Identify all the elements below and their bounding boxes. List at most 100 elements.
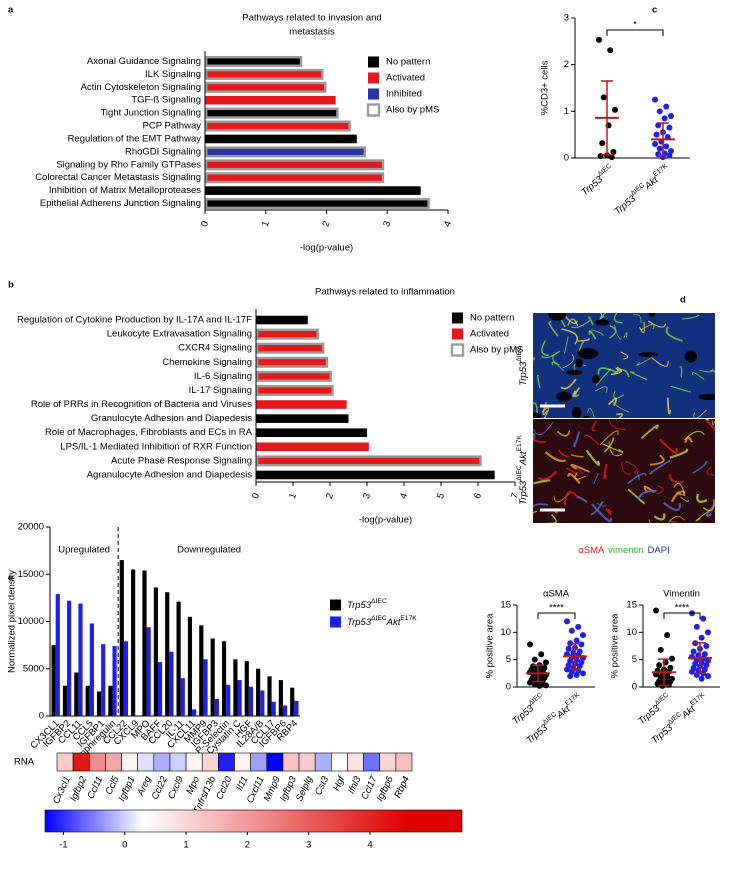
tissue-fiber: [597, 367, 619, 375]
data-point: [531, 681, 538, 688]
legend-swatch: [330, 616, 341, 628]
tissue-fiber: [684, 430, 705, 441]
tissue-fiber: [637, 489, 657, 500]
data-point: [656, 108, 663, 115]
y-tick-label: 0: [632, 682, 637, 693]
label-part: ΔIEC: [371, 598, 387, 605]
bar: [256, 428, 367, 438]
tissue-fiber: [585, 449, 601, 466]
data-point: [599, 140, 606, 147]
y-axis-label: % positive area: [485, 613, 496, 679]
lumen: [556, 391, 572, 402]
lumen: [698, 393, 715, 401]
tissue-fiber: [636, 354, 656, 366]
row-label: RNA: [14, 757, 35, 768]
x-tick-label: 4: [398, 492, 410, 501]
legend-label: Also by pMS: [386, 105, 439, 116]
bar: [267, 676, 272, 716]
bar: [205, 95, 336, 105]
gene-label: Igfbp6: [375, 774, 396, 803]
data-point: [567, 673, 574, 680]
bar: [205, 186, 421, 195]
x-tick-label: 1: [260, 220, 272, 229]
data-point: [666, 124, 673, 131]
heatmap-cell: [314, 752, 332, 772]
tissue-fiber: [571, 319, 591, 329]
y-tick-label: 20000: [18, 522, 44, 533]
tissue-fiber: [533, 421, 554, 436]
tissue-fiber: [621, 461, 632, 476]
category-label: Role of Macrophages, Fibroblasts and ECs…: [45, 427, 253, 438]
tissue-fiber: [591, 329, 604, 337]
tissue-fiber: [705, 502, 715, 517]
data-point: [610, 148, 617, 155]
chart-title: Pathways related to invasion and: [242, 13, 381, 24]
data-point: [573, 637, 580, 644]
category-label: RhoGDI Signaling: [125, 146, 201, 157]
tissue-fiber: [556, 430, 571, 437]
tissue-fiber: [573, 431, 581, 448]
x-tick-label: 1: [287, 492, 299, 501]
tissue-fiber: [552, 351, 560, 366]
tissue-fiber: [560, 378, 577, 390]
significance-label: *: [633, 20, 637, 31]
x-tick-label: 2: [324, 492, 336, 501]
y-tick-label: 0: [564, 153, 569, 164]
bar: [256, 442, 369, 452]
tissue-fiber: [586, 408, 595, 418]
tissue-fiber: [537, 470, 558, 481]
tissue-fiber: [651, 357, 669, 367]
tissue-fiber: [603, 437, 615, 453]
data-point: [668, 113, 674, 119]
x-tick-label: 0: [199, 220, 211, 229]
chart-title: Vimentin: [663, 589, 700, 600]
panel-letter: c: [652, 5, 657, 16]
bar: [205, 134, 357, 144]
tissue-fiber: [608, 441, 623, 457]
bar: [256, 356, 329, 368]
tissue-fiber: [668, 515, 685, 523]
annotation: Upregulated: [58, 545, 110, 556]
bar: [256, 455, 482, 467]
category-label: Regulation of the EMT Pathway: [68, 133, 202, 144]
bar: [192, 709, 197, 716]
tissue-fiber: [610, 366, 623, 376]
heatmap-cell: [153, 752, 171, 772]
tissue-fiber: [608, 420, 626, 430]
tissue-fiber: [584, 434, 600, 446]
tissue-fiber: [632, 313, 642, 323]
stain-legend: αSMA vimentin DAPI: [578, 545, 669, 556]
tissue-fiber: [650, 454, 665, 466]
bar: [233, 659, 238, 716]
label-part: ΔIEC: [371, 615, 387, 622]
y-tick-label: 3: [564, 13, 569, 24]
y-tick-label: 10000: [18, 616, 44, 627]
tissue-fiber: [699, 368, 714, 373]
bar: [256, 668, 261, 716]
lumen: [575, 358, 583, 368]
tissue-fiber: [588, 330, 597, 340]
tissue-fiber: [533, 402, 538, 414]
bar: [204, 120, 351, 132]
bar: [187, 616, 193, 716]
data-point: [705, 673, 711, 680]
data-point: [653, 131, 660, 138]
y-axis-label: %CD3+ cells: [540, 60, 551, 115]
legend-label: Trp53ΔIECAktE17K: [347, 615, 417, 627]
tissue-fiber: [636, 470, 640, 481]
tissue-fiber: [704, 419, 715, 431]
bar: [256, 328, 319, 340]
tissue-fiber: [712, 419, 715, 426]
row-label: Trp53ΔIECAktE17K: [516, 435, 528, 505]
significance-bracket: [663, 612, 701, 619]
bar: [89, 623, 94, 716]
tissue-fiber: [573, 363, 587, 371]
bar: [146, 627, 151, 716]
label-part: E17K: [652, 162, 669, 178]
significance-bracket: [537, 612, 576, 619]
data-point: [531, 656, 538, 663]
tissue-fiber: [648, 519, 651, 523]
tissue-fiber: [533, 357, 535, 361]
gene-label: Cst3: [313, 774, 332, 797]
category-label: TGF-ß Signaling: [131, 95, 201, 106]
